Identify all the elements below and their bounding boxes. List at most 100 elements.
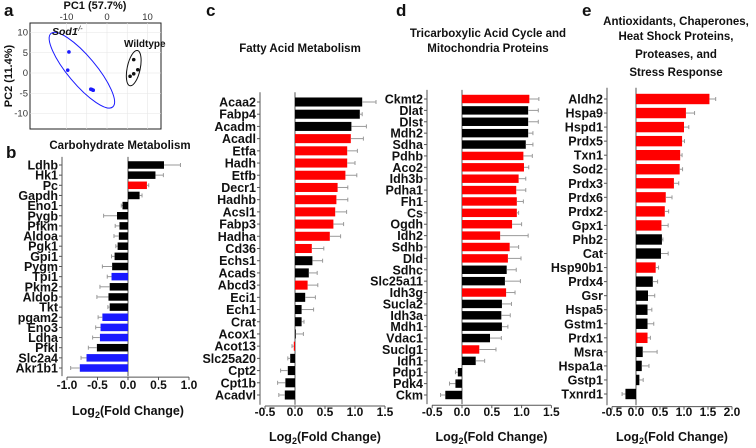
bar xyxy=(102,313,128,322)
category-label: Acox1 xyxy=(218,327,256,341)
chart-title: Stress Response xyxy=(629,67,722,79)
x-tick-label: 2.0 xyxy=(724,405,741,419)
bar xyxy=(295,317,302,327)
category-label: Gapdh xyxy=(18,189,58,203)
category-label: Dlat xyxy=(399,104,423,118)
category-label: Acot13 xyxy=(214,340,256,354)
category-label: Ldhb xyxy=(27,159,58,173)
bar xyxy=(295,170,346,180)
chart-title: Proteases, and xyxy=(635,49,717,61)
category-label: Mdh1 xyxy=(390,320,423,334)
bar xyxy=(625,388,636,400)
bar xyxy=(636,332,648,344)
bar xyxy=(462,117,529,126)
bar xyxy=(86,354,128,362)
category-label: Idh3g xyxy=(390,286,423,300)
bar xyxy=(636,178,674,189)
bar xyxy=(295,134,351,144)
category-label: Hadh xyxy=(225,157,256,171)
y-tick-label: 5 xyxy=(23,48,28,59)
bar xyxy=(636,248,661,259)
x-axis-label: Log2(Fold Change) xyxy=(616,430,728,446)
legend-sod1-superscript: -/- xyxy=(76,26,83,33)
bar xyxy=(108,293,128,301)
category-label: Txnrd1 xyxy=(561,388,603,402)
x-tick-label: 0 xyxy=(104,12,109,23)
category-label: Fabp3 xyxy=(219,218,256,232)
category-label: Sdha xyxy=(392,138,424,152)
category-label: Suclg1 xyxy=(382,343,423,357)
category-label: Tkt xyxy=(39,301,59,315)
category-label: Cat xyxy=(583,247,604,261)
category-label: pgam2 xyxy=(18,311,58,325)
bar xyxy=(295,207,336,217)
x-tick-label: 1.0 xyxy=(347,405,364,419)
category-label: Prdx4 xyxy=(568,275,603,289)
wildtype-ellipse xyxy=(125,49,142,87)
x-tick-label: 1.0 xyxy=(676,405,693,419)
bar xyxy=(636,164,680,175)
x-tick-label: 0.0 xyxy=(454,405,471,419)
bar xyxy=(295,146,348,156)
data-point xyxy=(135,67,140,72)
panel-label: e xyxy=(582,1,591,20)
category-label: Pygb xyxy=(27,209,58,223)
chart-title: Fatty Acid Metabolism xyxy=(239,43,361,55)
category-label: Akr1b1 xyxy=(16,362,58,376)
x-tick-label: 10 xyxy=(142,12,153,23)
bar xyxy=(462,220,513,229)
category-label: Pkm2 xyxy=(25,280,58,294)
category-label: Slc25a11 xyxy=(370,275,423,289)
data-point xyxy=(131,72,136,76)
bar xyxy=(295,268,309,278)
category-label: Gsr xyxy=(581,289,603,303)
bar xyxy=(462,333,491,343)
bar xyxy=(462,185,517,195)
bar xyxy=(462,208,517,218)
bar xyxy=(117,211,128,220)
category-label: Ckmt2 xyxy=(385,93,423,107)
category-label: Cd36 xyxy=(225,242,256,256)
category-label: Acadl xyxy=(222,132,256,146)
category-label: Sdhb xyxy=(392,241,424,255)
x-tick-label: 0.5 xyxy=(317,405,334,419)
category-label: Hspd1 xyxy=(565,121,603,135)
bar xyxy=(445,390,462,400)
bar xyxy=(462,106,529,115)
bar xyxy=(295,280,308,290)
bar xyxy=(128,171,156,179)
category-label: Gpx1 xyxy=(572,219,603,233)
bar xyxy=(462,94,530,104)
category-label: Decr1 xyxy=(221,181,256,195)
bar xyxy=(636,206,665,217)
bar xyxy=(462,276,505,286)
category-label: Prdx2 xyxy=(568,205,603,219)
category-label: Mdh2 xyxy=(390,127,423,141)
category-label: Aco2 xyxy=(392,161,423,175)
category-label: Vdac1 xyxy=(386,332,423,346)
y-axis-label: PC2 (11.4%) xyxy=(3,44,15,107)
data-point xyxy=(65,68,70,72)
bar xyxy=(636,304,648,315)
category-label: Dld xyxy=(403,252,423,266)
category-label: Acsl1 xyxy=(223,205,256,219)
category-label: Hspa5 xyxy=(565,303,603,317)
bar xyxy=(462,174,519,183)
category-label: Dlst xyxy=(399,115,423,129)
chart-title: Carbohydrate Metabolism xyxy=(49,140,190,152)
bar xyxy=(295,195,337,205)
data-point xyxy=(67,50,71,54)
bar xyxy=(636,234,662,245)
bar xyxy=(462,197,517,206)
category-label: Slc2a4 xyxy=(18,351,58,365)
category-label: Pdp1 xyxy=(392,366,423,380)
category-label: Pdha1 xyxy=(385,184,423,198)
category-label: Pc xyxy=(43,179,58,193)
x-tick-label: 0.0 xyxy=(120,378,137,392)
category-label: Etfa xyxy=(232,144,257,158)
x-tick-label: 1.5 xyxy=(377,405,394,419)
bar xyxy=(79,364,128,372)
category-label: Hspa9 xyxy=(565,107,603,121)
bar xyxy=(462,254,508,263)
bar xyxy=(636,374,640,386)
